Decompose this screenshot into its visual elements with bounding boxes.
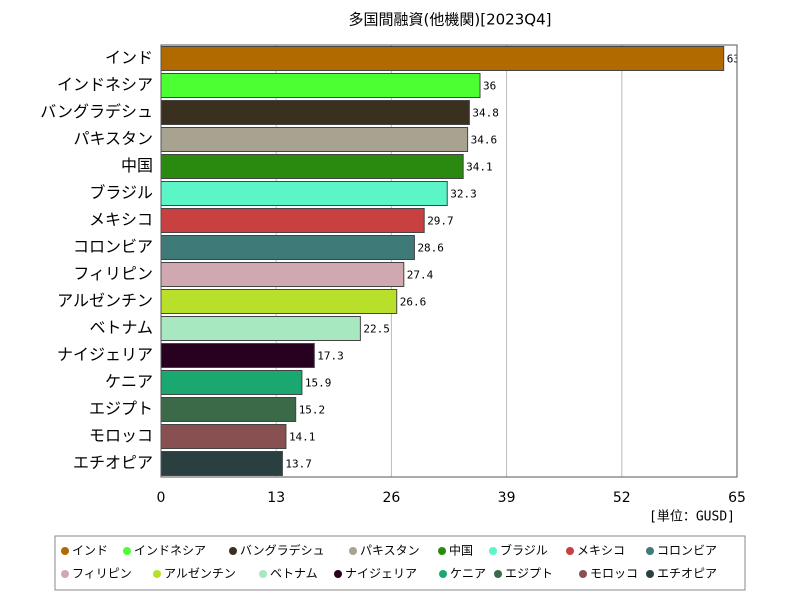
legend-label: インド <box>72 544 108 558</box>
bar <box>161 370 303 395</box>
x-tick-label: 39 <box>498 490 516 506</box>
value-label: 29.7 <box>427 215 454 228</box>
legend-swatch <box>579 570 587 578</box>
y-tick-label: エチオピア <box>73 453 153 472</box>
value-label: 17.3 <box>317 350 344 363</box>
legend-label: メキシコ <box>577 544 625 558</box>
bar <box>161 397 297 422</box>
y-tick-label: ケニア <box>105 372 153 391</box>
bars: 63.5 36 34.8 34.6 34.1 32.3 29.7 28.6 27.4 26.6 22… <box>161 46 754 476</box>
y-tick-label: インドネシア <box>57 75 153 94</box>
value-label: 28.6 <box>417 242 444 255</box>
legend-label: ブラジル <box>500 543 548 558</box>
legend-label: インドネシア <box>134 544 206 558</box>
bar <box>161 46 725 71</box>
y-tick-label: ナイジェリア <box>57 345 153 364</box>
plot-frame <box>160 44 738 478</box>
value-label: 34.8 <box>472 107 499 120</box>
x-tick-label: 52 <box>613 490 631 506</box>
legend-swatch <box>646 570 654 578</box>
legend-label: バングラデシュ <box>240 543 325 558</box>
legend-label: ベトナム <box>270 567 318 581</box>
legend-label: ケニア <box>450 567 486 581</box>
legend-swatch <box>153 570 161 578</box>
legend-label: パキスタン <box>360 544 420 558</box>
bar <box>161 127 469 152</box>
legend-swatch <box>123 547 131 555</box>
y-tick-label: コロンビア <box>73 237 153 256</box>
value-label: 27.4 <box>407 269 434 282</box>
legend-swatch <box>334 570 342 578</box>
value-label: 22.5 <box>363 323 390 336</box>
legend-box <box>54 535 746 591</box>
legend-label: 中国 <box>449 543 473 558</box>
bar <box>161 289 398 314</box>
legend-label: エチオピア <box>657 567 717 581</box>
bar <box>161 73 481 98</box>
value-label: 34.1 <box>466 161 493 174</box>
y-tick-label: フィリピン <box>73 264 153 283</box>
legend-swatch <box>229 547 237 555</box>
value-label: 13.7 <box>285 458 312 471</box>
value-label: 15.9 <box>305 377 332 390</box>
legend-label: モロッコ <box>590 567 638 581</box>
bar <box>161 181 448 206</box>
value-label: 36 <box>483 80 496 93</box>
chart-title: 多国間融資(他機関)[2023Q4] <box>349 11 552 29</box>
bar <box>161 424 287 449</box>
y-tick-label: バングラデシュ <box>40 102 153 121</box>
value-label: 15.2 <box>299 404 326 417</box>
bar <box>161 208 425 233</box>
value-label: 63.5 <box>727 53 754 66</box>
x-tick-label: 0 <box>157 490 166 506</box>
bar <box>161 262 405 287</box>
value-label: 26.6 <box>400 296 427 309</box>
bar <box>161 451 283 476</box>
legend-swatch <box>61 570 69 578</box>
y-tick-label: エジプト <box>89 399 153 418</box>
y-tick-label: パキスタン <box>73 129 153 148</box>
legend-swatch <box>259 570 267 578</box>
y-tick-label: アルゼンチン <box>57 291 153 310</box>
legend-label: フィリピン <box>72 567 132 581</box>
bar <box>161 154 464 179</box>
legend-swatch <box>61 547 69 555</box>
legend-swatch <box>646 547 654 555</box>
unit-label: [単位：GUSD] <box>649 509 735 525</box>
legend-label: ナイジェリア <box>345 567 417 581</box>
legend-swatch <box>489 547 497 555</box>
y-tick-label: モロッコ <box>89 426 153 445</box>
legend-swatch <box>438 547 446 555</box>
legend-label: エジプト <box>505 567 553 581</box>
legend-swatch <box>439 570 447 578</box>
bar <box>161 316 361 341</box>
legend-swatch <box>566 547 574 555</box>
y-tick-label: メキシコ <box>89 210 153 229</box>
legend-label: コロンビア <box>657 544 717 558</box>
legend-swatch <box>349 547 357 555</box>
value-label: 32.3 <box>450 188 477 201</box>
value-label: 14.1 <box>289 431 316 444</box>
bar <box>161 343 315 368</box>
legend-label: アルゼンチン <box>164 567 236 581</box>
legend: インド インドネシア バングラデシュ パキスタン 中国 ブラジル メキシコ コロンビアフィリピ… <box>61 543 717 581</box>
value-label: 34.6 <box>471 134 498 147</box>
x-tick-label: 65 <box>728 490 746 506</box>
x-tick-label: 26 <box>382 490 400 506</box>
x-tick-label: 13 <box>267 490 285 506</box>
bar <box>161 100 470 125</box>
y-tick-label: 中国 <box>121 156 153 175</box>
y-tick-label: インド <box>105 48 153 67</box>
y-tick-label: ベトナム <box>89 318 153 337</box>
bar <box>161 235 415 260</box>
legend-swatch <box>494 570 502 578</box>
y-tick-label: ブラジル <box>89 183 153 202</box>
